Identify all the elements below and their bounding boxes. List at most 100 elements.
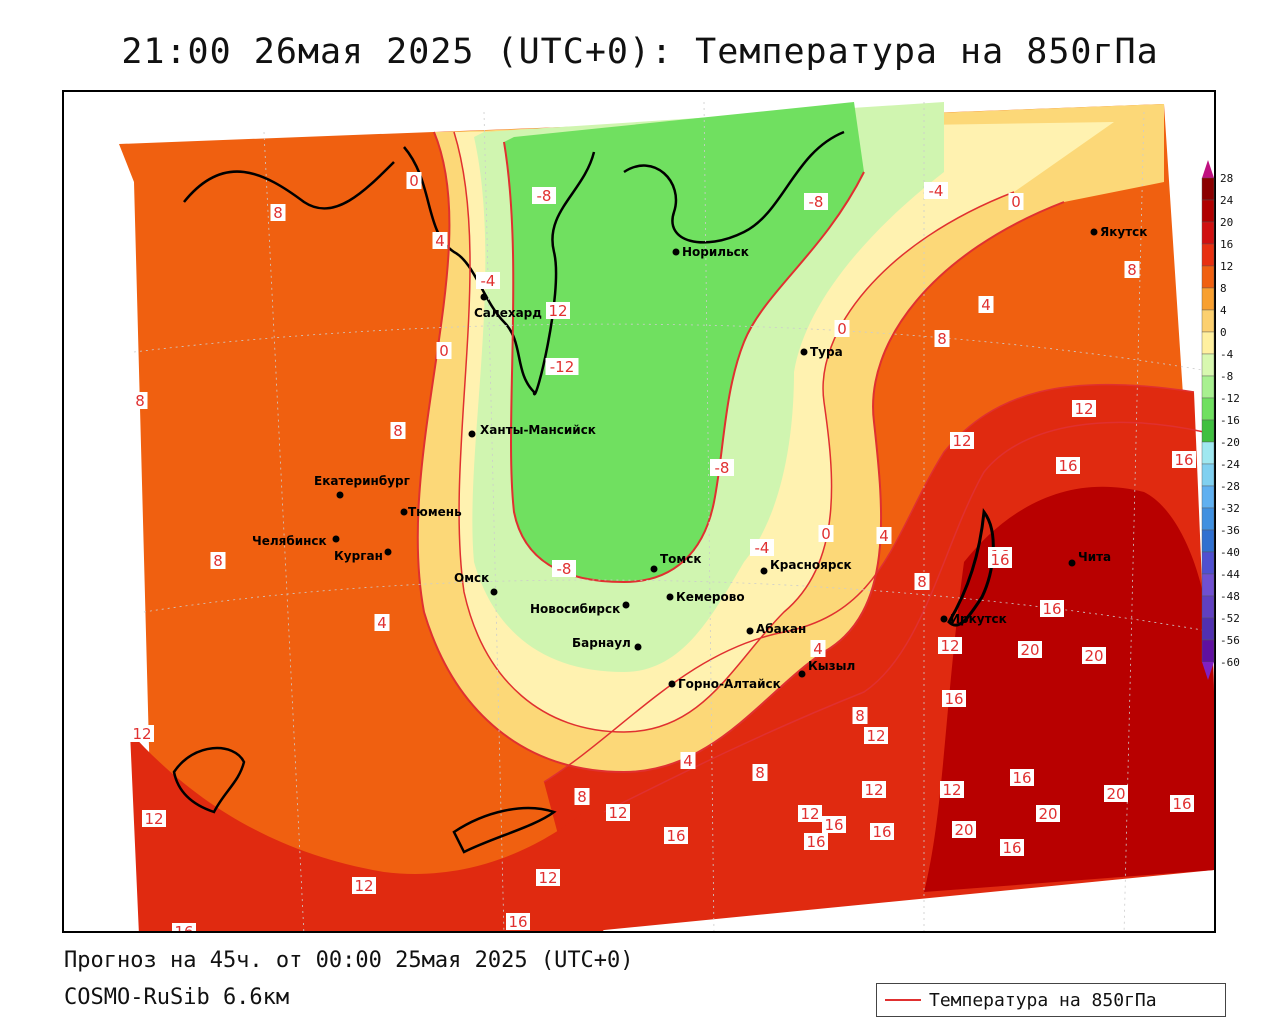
svg-text:8: 8 xyxy=(1127,261,1137,279)
isotherm-label: 16 xyxy=(1000,839,1024,857)
svg-text:8: 8 xyxy=(937,330,947,348)
isotherm-label: 16 xyxy=(1056,457,1080,475)
city-label: Тюмень xyxy=(408,505,462,519)
isotherm-label: 16 xyxy=(1172,451,1196,469)
colorbar-swatch xyxy=(1201,485,1215,509)
svg-text:20: 20 xyxy=(1038,805,1057,823)
colorbar-swatch xyxy=(1201,309,1215,333)
svg-text:16: 16 xyxy=(666,827,685,845)
svg-text:8: 8 xyxy=(213,552,223,570)
colorbar-tick-label: 12 xyxy=(1220,260,1233,273)
isotherm-label: 8 xyxy=(852,707,868,725)
city-marker xyxy=(746,627,754,635)
svg-text:20: 20 xyxy=(1084,647,1103,665)
isotherm-label: 16 xyxy=(1010,769,1034,787)
city-label: Норильск xyxy=(682,245,749,259)
colorbar-swatch xyxy=(1201,331,1215,355)
city-marker xyxy=(800,348,808,356)
colorbar-swatch xyxy=(1201,441,1215,465)
isotherm-label: 4 xyxy=(810,640,826,658)
svg-text:16: 16 xyxy=(944,690,963,708)
colorbar-tick-label: -24 xyxy=(1220,458,1240,471)
svg-text:4: 4 xyxy=(981,296,991,314)
isotherm-label: 0 xyxy=(406,172,422,190)
svg-text:16: 16 xyxy=(806,833,825,851)
colorbar-swatch xyxy=(1201,375,1215,399)
isotherm-label: 0 xyxy=(834,320,850,338)
svg-text:0: 0 xyxy=(439,342,449,360)
city-marker xyxy=(666,593,674,601)
isotherm-label: 12 xyxy=(862,781,886,799)
colorbar-tick-label: -16 xyxy=(1220,414,1240,427)
colorbar-swatch xyxy=(1201,507,1215,531)
city-marker xyxy=(384,548,392,556)
colorbar-swatch xyxy=(1201,353,1215,377)
isotherm-0 xyxy=(416,131,1065,774)
city-label: Иркутск xyxy=(950,612,1007,626)
svg-text:12: 12 xyxy=(952,432,971,450)
isotherm-label: 20 xyxy=(1036,805,1060,823)
city-marker xyxy=(468,430,476,438)
isotherm-label: 20 xyxy=(1018,641,1042,659)
isotherm-label: 12 xyxy=(606,804,630,822)
city-marker xyxy=(650,565,658,573)
svg-text:8: 8 xyxy=(577,788,587,806)
isotherm-label: -8 xyxy=(804,193,828,211)
svg-text:-8: -8 xyxy=(557,560,572,578)
city-marker xyxy=(798,670,806,678)
svg-text:8: 8 xyxy=(393,422,403,440)
city-label: Якутск xyxy=(1100,225,1147,239)
isotherm-label: 16 xyxy=(1170,795,1194,813)
svg-text:12: 12 xyxy=(548,302,567,320)
isotherm-label: -4 xyxy=(750,539,774,557)
legend-label: Температура на 850гПа xyxy=(929,989,1157,1011)
coastline-north-west xyxy=(183,161,395,210)
isotherm-label: 16 xyxy=(664,827,688,845)
svg-text:0: 0 xyxy=(821,525,831,543)
city-label: Тура xyxy=(810,345,843,359)
isotherm-label: 20 xyxy=(952,821,976,839)
isotherm-label: 16 xyxy=(942,690,966,708)
colorbar-swatch xyxy=(1201,199,1215,223)
isotherm-label: 20 xyxy=(1082,647,1106,665)
isotherm-label: 12 xyxy=(1072,400,1096,418)
isotherm-label: 12 xyxy=(938,637,962,655)
isotherm-label: 8 xyxy=(752,764,768,782)
svg-text:16: 16 xyxy=(174,923,193,933)
svg-text:0: 0 xyxy=(409,172,419,190)
colorbar-swatch xyxy=(1201,529,1215,553)
colorbar-swatch xyxy=(1201,617,1215,641)
city-marker xyxy=(400,508,408,516)
svg-text:12: 12 xyxy=(354,877,373,895)
city-label: Екатеринбург xyxy=(314,474,410,488)
city-marker xyxy=(634,643,642,651)
isotherm-label: 8 xyxy=(1124,261,1140,279)
svg-text:-4: -4 xyxy=(755,539,770,557)
map-panel: Норильск Якутск Салехард Тура Ханты-Мансийск… xyxy=(62,90,1216,933)
model-name: COSMO-RuSib 6.6км xyxy=(64,985,290,1010)
isotherm-label: -8 xyxy=(552,560,576,578)
isotherm-label: 16 xyxy=(172,923,196,933)
temperature-map: Норильск Якутск Салехард Тура Ханты-Мансийск… xyxy=(119,101,1214,933)
isotherm-label: -4 xyxy=(924,182,948,200)
isotherm-minus8 xyxy=(503,141,865,584)
colorbar-swatch xyxy=(1201,397,1215,421)
colorbar-swatch xyxy=(1201,265,1215,289)
isotherm-label: 12 xyxy=(940,781,964,799)
isotherm-label: 0 xyxy=(436,342,452,360)
colorbar-tick-label: -36 xyxy=(1220,524,1240,537)
colorbar-tick-label: -60 xyxy=(1220,656,1240,669)
svg-text:12: 12 xyxy=(942,781,961,799)
isotherm-label: 8 xyxy=(132,392,148,410)
svg-text:8: 8 xyxy=(855,707,865,725)
colorbar-swatch xyxy=(1201,287,1215,311)
isotherm-label: 12 xyxy=(130,725,154,743)
isotherm-label: 0 xyxy=(1008,193,1024,211)
svg-text:8: 8 xyxy=(755,764,765,782)
colorbar-tick-label: -56 xyxy=(1220,634,1240,647)
isotherm-label: -12 xyxy=(545,358,579,376)
city-label: Новосибирск xyxy=(530,602,620,616)
svg-text:16: 16 xyxy=(1172,795,1191,813)
isotherm-label: 8 xyxy=(390,422,406,440)
colorbar-swatch xyxy=(1201,573,1215,597)
